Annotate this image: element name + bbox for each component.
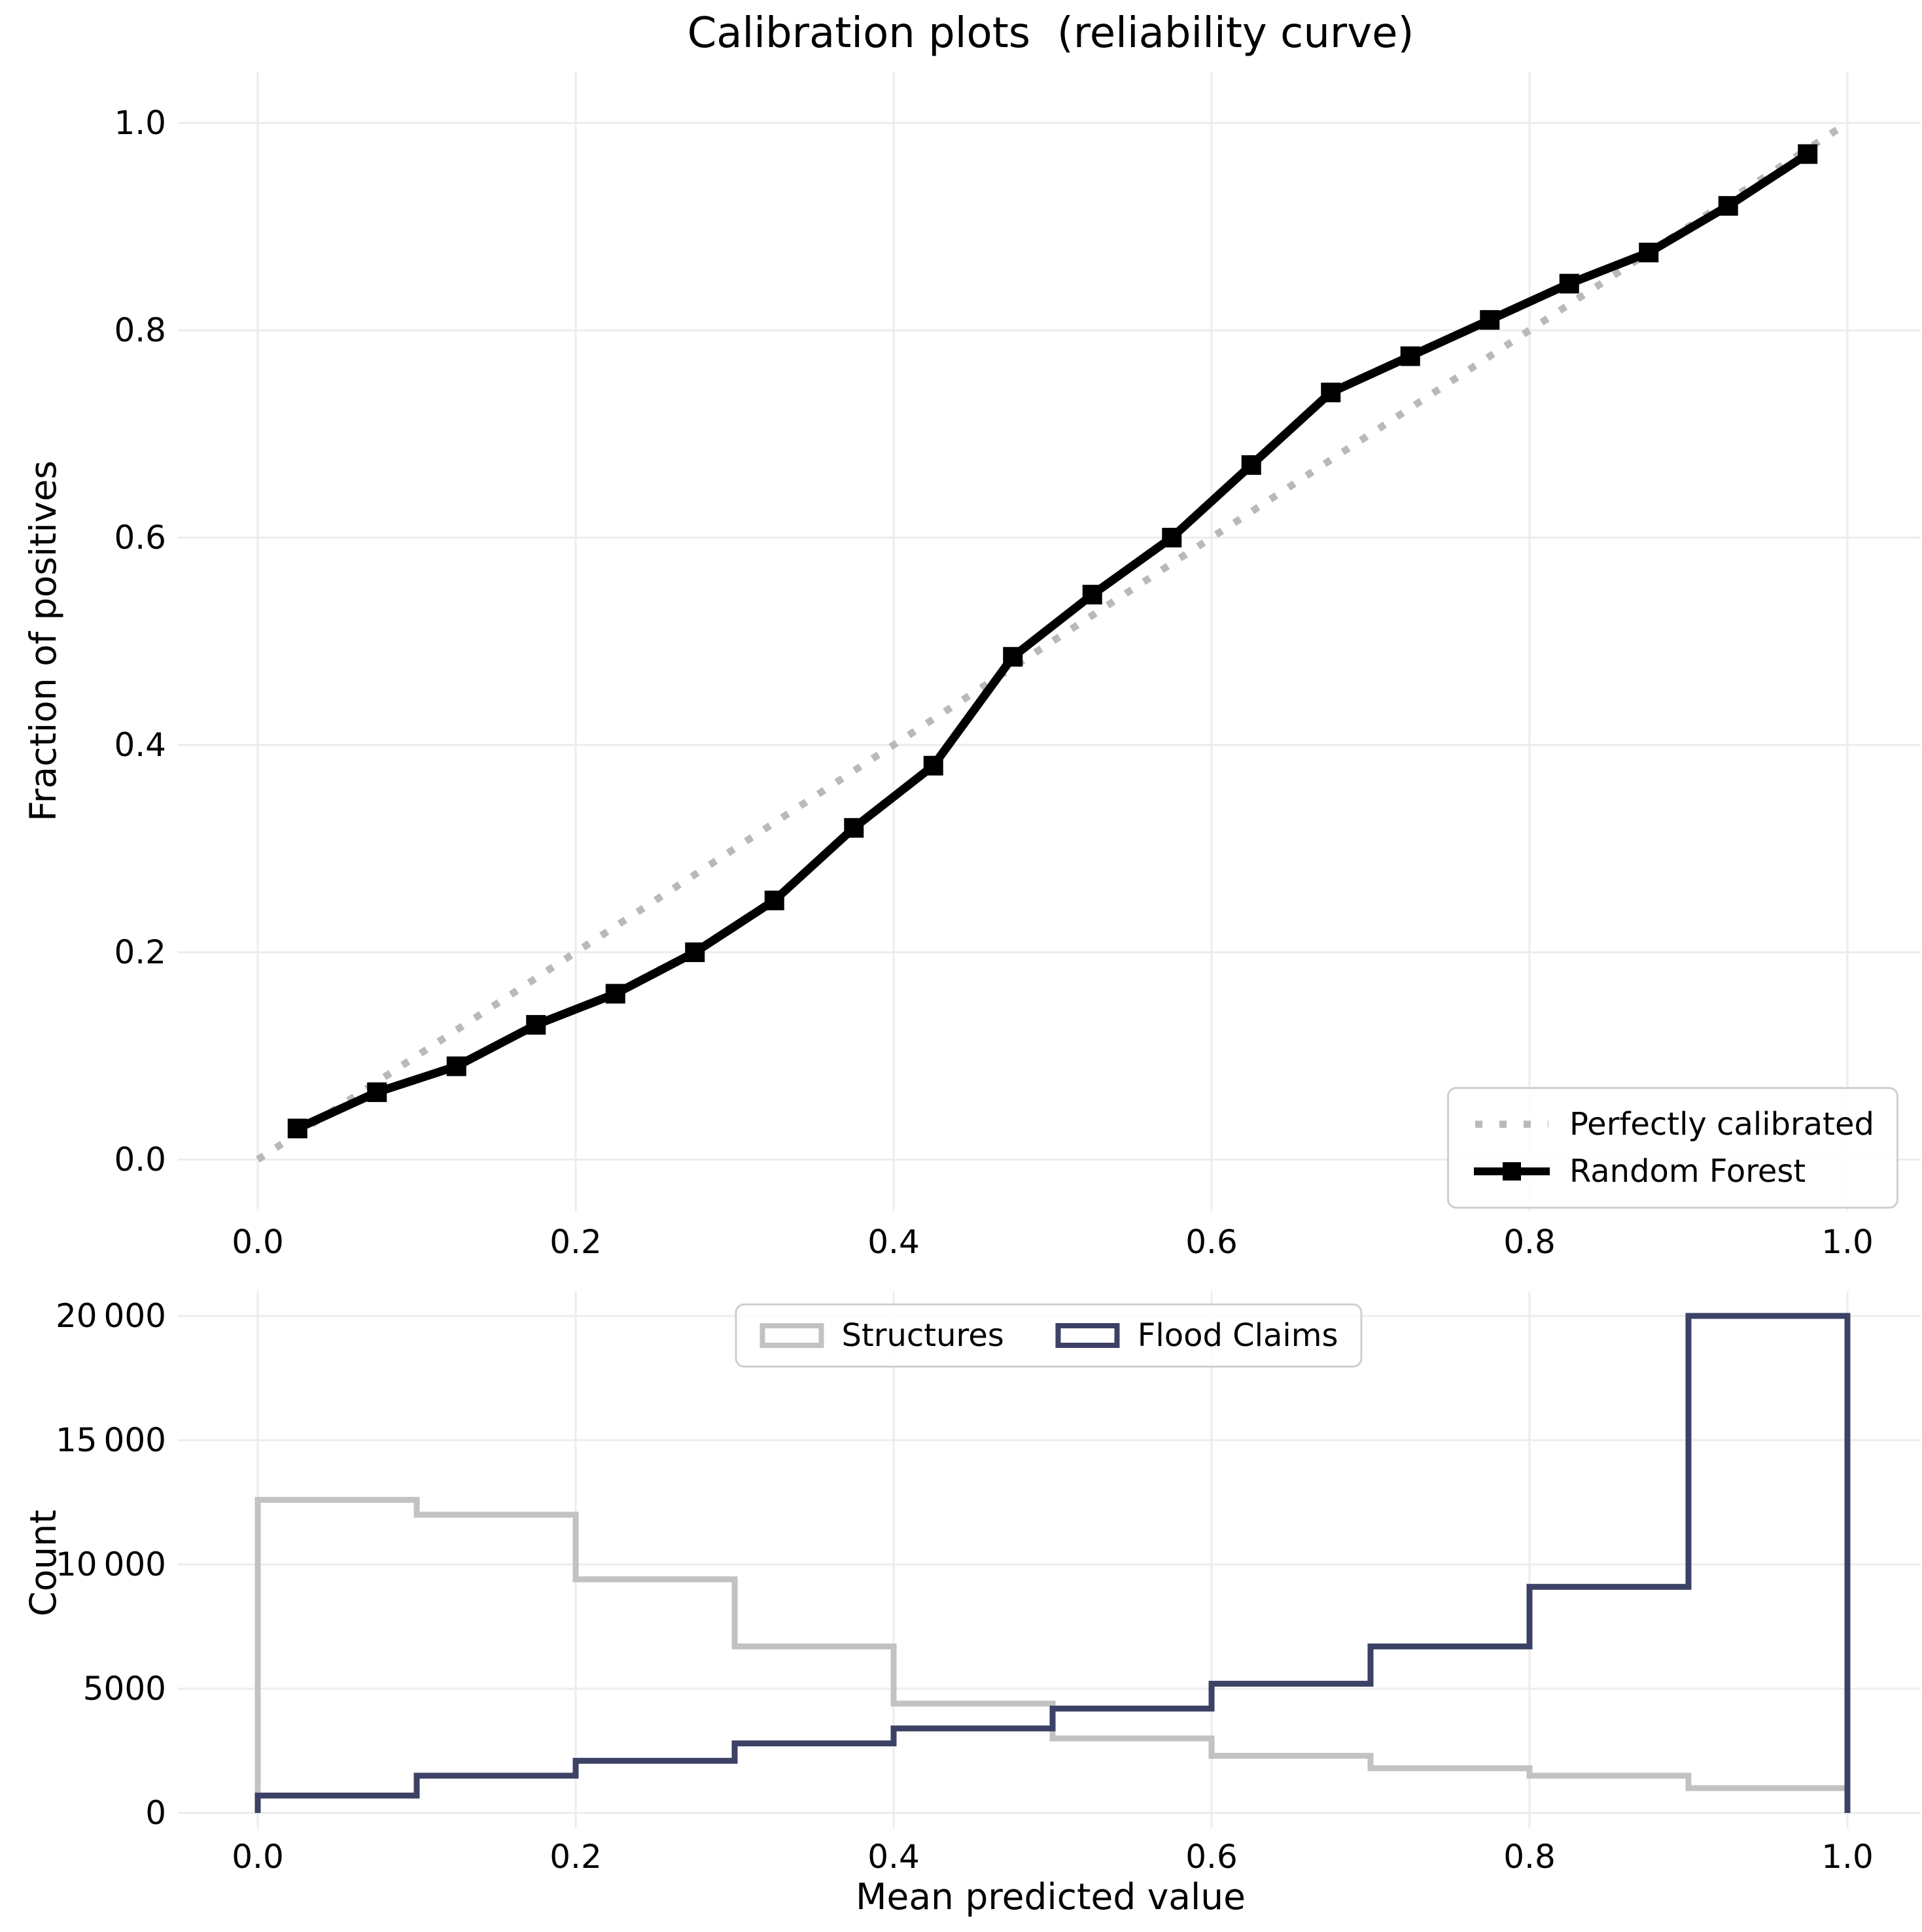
calibration-xtick-label: 0.0 [232,1223,284,1261]
random-forest-marker [287,1118,307,1139]
histogram-ytick-label: 20 000 [55,1297,166,1335]
calibration-ytick-label: 0.2 [114,933,166,971]
calibration-ytick-label: 0.0 [114,1141,166,1179]
random-forest-marker [1162,528,1182,547]
histogram-xtick-label: 0.6 [1185,1838,1238,1876]
calibration-xtick-label: 1.0 [1821,1223,1874,1261]
calibration-ytick-label: 0.8 [114,311,166,349]
random-forest-marker [526,1014,546,1035]
random-forest-marker [1321,383,1341,403]
perfectly-calibrated-line [255,120,1850,1163]
histogram-xtick-label: 0.0 [232,1838,284,1876]
calibration-xtick-label: 0.6 [1185,1223,1238,1261]
random-forest-marker [1003,647,1023,667]
random-forest-marker [605,984,625,1004]
structures-step [254,1496,1851,1813]
legend-item-flood-claims: Flood Claims [1055,1317,1338,1354]
histogram-xtick-label: 1.0 [1821,1838,1874,1876]
structures-swatch [760,1323,824,1348]
random-forest-swatch [1473,1162,1550,1181]
histogram-xtick-label: 0.8 [1503,1838,1556,1876]
histogram-ytick-label: 5000 [82,1670,166,1708]
histogram-legend: Structures Flood Claims [735,1303,1363,1368]
histogram-ytick-label: 0 [145,1794,166,1832]
random-forest-marker [764,890,784,910]
random-forest-marker [1559,273,1579,294]
calibration-xtick-label: 0.8 [1503,1223,1556,1261]
histogram-xtick-label: 0.2 [550,1838,602,1876]
histogram-xtick-label: 0.4 [867,1838,920,1876]
random-forest-marker [1082,585,1102,605]
random-forest-marker [1798,144,1818,164]
calibration-xtick-label: 0.4 [867,1223,920,1261]
calibration-xtick-label: 0.2 [550,1223,602,1261]
random-forest-line [296,150,1810,1133]
legend-label-structures: Structures [841,1317,1004,1354]
legend-item-random-forest: Random Forest [1471,1153,1874,1190]
histogram-ytick-label: 15 000 [55,1421,166,1459]
calibration-ytick-label: 1.0 [114,104,166,142]
calibration-ytick-label: 0.4 [114,726,166,764]
perfectly-calibrated-swatch [1475,1120,1548,1128]
legend-label-flood-claims: Flood Claims [1137,1317,1338,1354]
histogram-ytick-label: 10 000 [55,1545,166,1583]
legend-item-structures: Structures [759,1317,1004,1354]
figure-title: Calibration plots (reliability curve) [687,9,1414,58]
calibration-ylabel: Fraction of positives [22,460,64,821]
random-forest-marker [367,1082,387,1102]
random-forest-marker [446,1056,466,1077]
random-forest-marker [844,818,864,838]
histogram-xlabel: Mean predicted value [856,1876,1246,1918]
flood-claims-swatch [1055,1323,1120,1348]
random-forest-marker [923,755,943,776]
flood-claims-step [254,1313,1851,1813]
legend-label-perfectly-calibrated: Perfectly calibrated [1569,1106,1874,1143]
legend-label-random-forest: Random Forest [1569,1153,1806,1190]
random-forest-marker [1480,310,1500,330]
calibration-legend: Perfectly calibrated Random Forest [1446,1087,1898,1209]
legend-item-perfectly-calibrated: Perfectly calibrated [1471,1106,1874,1143]
random-forest-marker [1241,455,1261,475]
random-forest-marker [1400,346,1420,366]
random-forest-marker [1639,243,1659,263]
calibration-ytick-label: 0.6 [114,519,166,557]
random-forest-marker [1718,196,1738,216]
random-forest-marker [685,942,705,962]
